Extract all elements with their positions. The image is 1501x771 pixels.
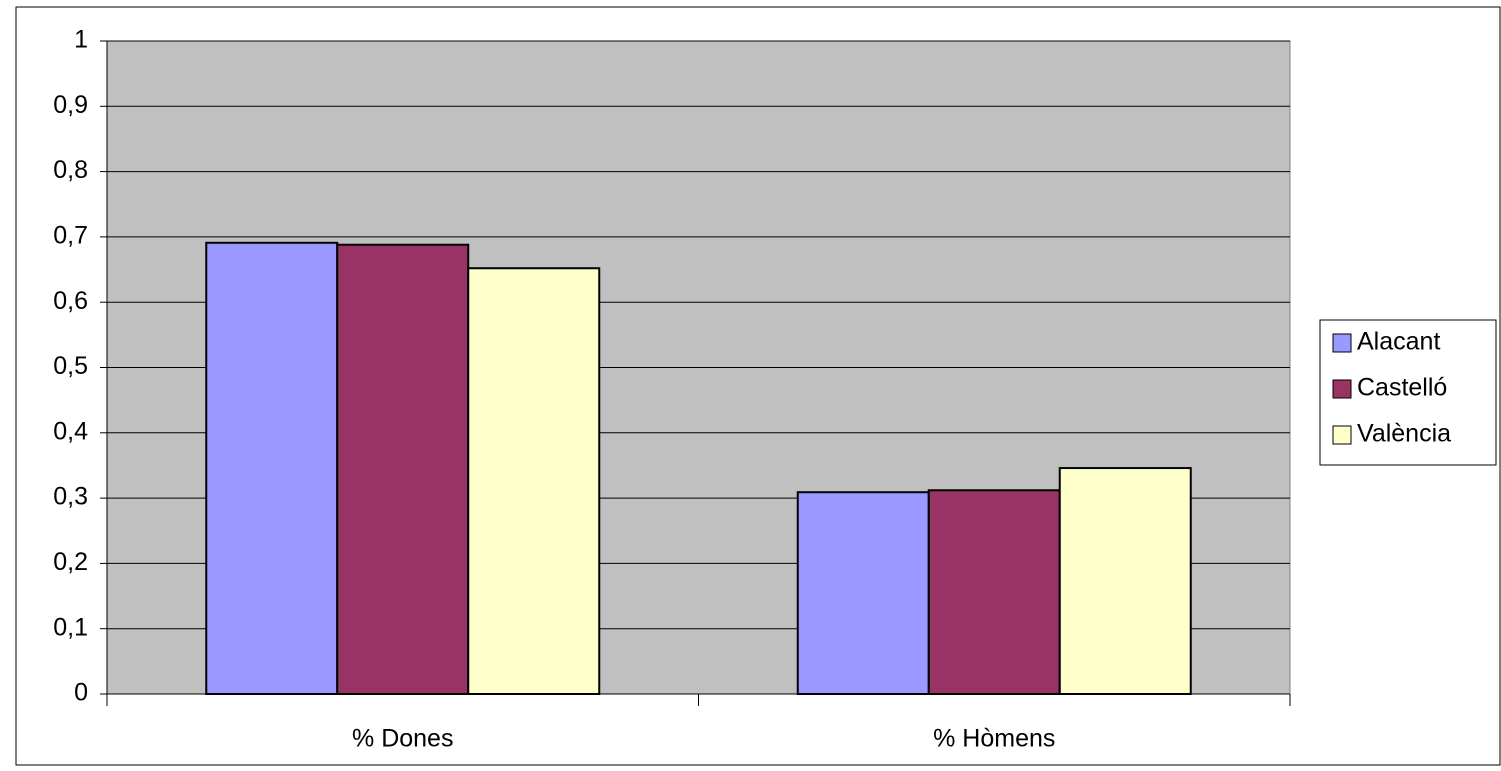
bar — [467, 267, 601, 695]
bar — [336, 243, 470, 695]
y-tick-label: 0,8 — [53, 156, 88, 184]
y-tick-label: 0,5 — [53, 352, 88, 380]
bar — [205, 241, 339, 695]
bar — [796, 491, 930, 695]
y-tick-label: 0,9 — [53, 91, 88, 119]
x-tick-label: % Hòmens — [933, 725, 1055, 753]
y-tick-label: 0,4 — [53, 417, 88, 445]
legend-swatch — [1332, 333, 1352, 353]
y-tick-label: 0,3 — [53, 483, 88, 511]
y-tick-label: 0 — [74, 679, 88, 707]
legend-swatch — [1332, 425, 1352, 445]
bar — [1058, 467, 1192, 696]
legend-swatch — [1332, 379, 1352, 399]
legend-label: València — [1357, 420, 1451, 448]
y-tick-label: 1 — [74, 26, 88, 54]
y-tick-label: 0,7 — [53, 222, 88, 250]
x-tick-label: % Dones — [352, 725, 453, 753]
legend-label: Alacant — [1357, 328, 1440, 356]
y-tick-label: 0,2 — [53, 548, 88, 576]
y-tick-label: 0,6 — [53, 287, 88, 315]
bar — [927, 489, 1061, 695]
y-tick-label: 0,1 — [53, 613, 88, 641]
legend-label: Castelló — [1357, 374, 1447, 402]
